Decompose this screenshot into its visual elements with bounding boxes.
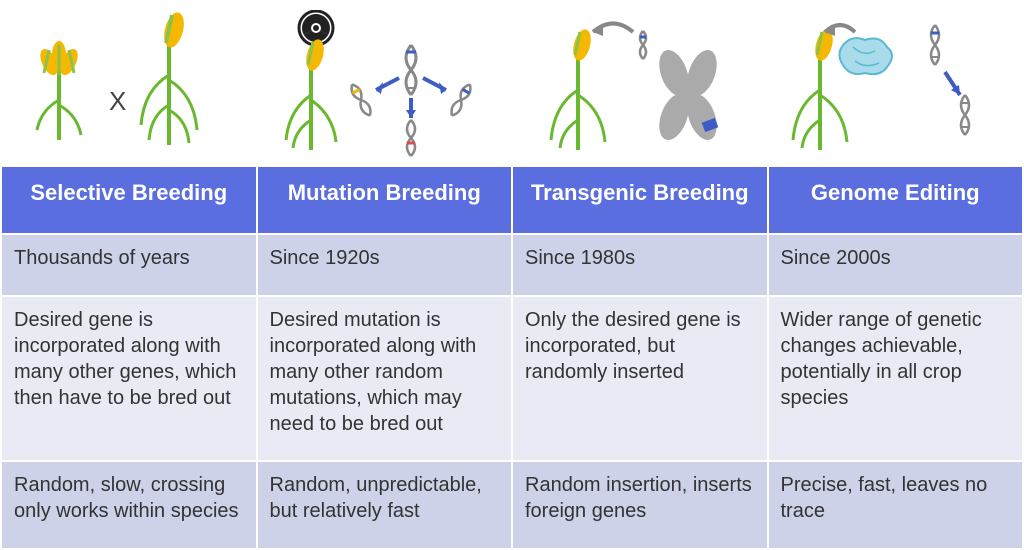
col-header-1: Mutation Breeding: [257, 166, 513, 234]
cell-r2-c0: Random, slow, crossing only works within…: [1, 461, 257, 549]
col-header-0: Selective Breeding: [1, 166, 257, 234]
cell-r0-c0: Thousands of years: [1, 234, 257, 296]
cell-r1-c1: Desired mutation is incorporated along w…: [257, 296, 513, 462]
comparison-table: Selective Breeding Mutation Breeding Tra…: [0, 165, 1024, 550]
cell-r1-c0: Desired gene is incorporated along with …: [1, 296, 257, 462]
illustration-row: X: [0, 0, 1024, 165]
cell-r0-c2: Since 1980s: [512, 234, 768, 296]
col-header-2: Transgenic Breeding: [512, 166, 768, 234]
col-header-3: Genome Editing: [768, 166, 1024, 234]
cell-r1-c2: Only the desired gene is incorporated, b…: [512, 296, 768, 462]
cell-r1-c3: Wider range of genetic changes achievabl…: [768, 296, 1024, 462]
illus-mutation-breeding: [260, 5, 512, 165]
illus-genome-editing: [764, 5, 1016, 165]
cell-r2-c2: Random insertion, inserts foreign genes: [512, 461, 768, 549]
cell-r0-c1: Since 1920s: [257, 234, 513, 296]
selective-breeding-svg: X: [19, 10, 249, 160]
transgenic-breeding-svg: [513, 10, 763, 160]
cell-r2-c3: Precise, fast, leaves no trace: [768, 461, 1024, 549]
cell-r2-c1: Random, unpredictable, but relatively fa…: [257, 461, 513, 549]
mutation-breeding-svg: [261, 10, 511, 160]
illus-selective-breeding: X: [8, 5, 260, 165]
genome-editing-svg: [765, 10, 1015, 160]
illus-transgenic-breeding: [512, 5, 764, 165]
cell-r0-c3: Since 2000s: [768, 234, 1024, 296]
svg-text:X: X: [109, 86, 126, 116]
